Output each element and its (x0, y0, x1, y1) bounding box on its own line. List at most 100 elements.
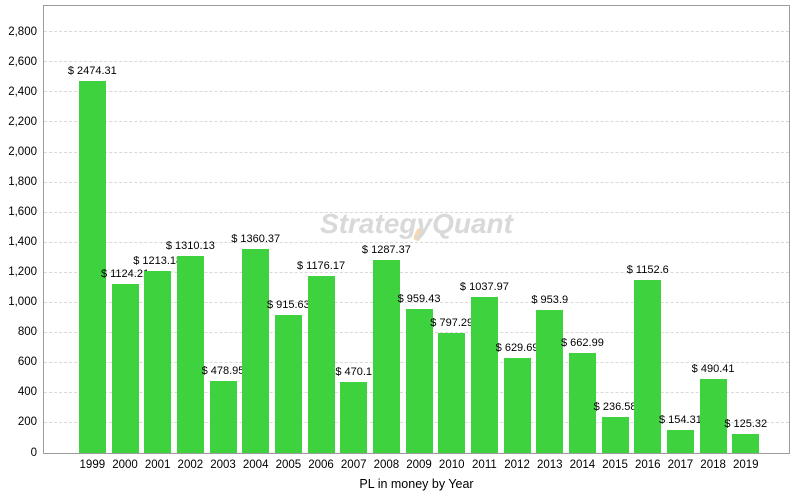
y-tick-label: 1,400 (8, 236, 37, 249)
x-tick-label: 2008 (373, 459, 400, 471)
bar-group-2005: $ 915.63 (267, 6, 310, 453)
y-tick-label: 2,800 (8, 25, 37, 38)
bar-value-label: $ 154.31 (659, 413, 702, 426)
x-tick-label: 2018 (700, 459, 726, 471)
y-tick-label: 800 (17, 326, 37, 339)
bar-value-label: $ 1360.37 (231, 232, 281, 245)
bar-group-2008: $ 1287.37 (362, 6, 411, 453)
bar-group-2019: $ 125.32 (724, 6, 767, 453)
gridline (44, 151, 789, 153)
bar-group-2001: $ 1213.18 (133, 6, 182, 453)
bar-2007[interactable] (340, 382, 368, 453)
gridline (44, 181, 789, 183)
x-tick-label: 2017 (667, 459, 694, 471)
bar-group-2017: $ 154.31 (659, 6, 702, 453)
y-tick-label: 200 (17, 416, 37, 429)
bar-group-2014: $ 662.99 (561, 6, 604, 453)
bar-value-label: $ 1152.6 (626, 263, 669, 276)
bar-value-label: $ 125.32 (724, 418, 768, 431)
bar-group-1999: $ 2474.31 (68, 6, 117, 453)
bar-2004[interactable] (242, 248, 270, 453)
bar-value-label: $ 1287.37 (361, 243, 411, 256)
x-tick-label: 2011 (472, 459, 497, 471)
bar-value-label: $ 959.43 (397, 292, 441, 305)
plot-area: $ 2474.31 $ 1124.21 $ 1213.18 $ 1310.13 $ 47… (43, 5, 790, 454)
x-tick-label: 2016 (634, 459, 661, 471)
y-tick-label: 2,600 (8, 55, 37, 68)
x-tick-label: 2004 (242, 459, 269, 471)
bar-group-2004: $ 1360.37 (231, 6, 280, 453)
gridline (44, 301, 789, 303)
bar-group-2013: $ 953.9 (531, 6, 568, 453)
bar-value-label: $ 236.58 (593, 401, 637, 414)
bar-value-label: $ 1310.13 (165, 240, 215, 253)
bar-group-2011: $ 1037.97 (460, 6, 509, 453)
bar-group-2003: $ 478.95 (202, 6, 244, 453)
x-tick-label: 2019 (732, 459, 759, 471)
bar-value-label: $ 1037.97 (459, 281, 509, 294)
y-tick-label: 400 (17, 386, 37, 399)
bar-2014[interactable] (568, 353, 596, 453)
gridline (44, 241, 789, 243)
bar-2013[interactable] (536, 309, 564, 453)
bar-2006[interactable] (307, 276, 335, 453)
bar-value-label: $ 470.1 (335, 366, 373, 379)
bar-2015[interactable] (601, 417, 629, 453)
y-tick-label: 0 (30, 446, 37, 459)
gridline (44, 91, 789, 93)
bar-2016[interactable] (634, 279, 662, 453)
y-tick-label: 1,000 (8, 296, 37, 309)
x-tick-label: 2012 (504, 459, 530, 471)
bar-group-2009: $ 959.43 (398, 6, 440, 453)
bar-group-2016: $ 1152.6 (627, 6, 669, 453)
bar-value-label: $ 629.69 (495, 342, 539, 355)
bar-2012[interactable] (503, 358, 531, 453)
bar-2010[interactable] (438, 333, 466, 453)
gridline (44, 271, 789, 273)
x-axis-labels: 1999 2000 2001 2002 2003 2004 2005 2006 2007 2008… (43, 459, 790, 472)
bar-group-2002: $ 1310.13 (166, 6, 215, 453)
bar-2019[interactable] (732, 434, 760, 453)
bar-value-label: $ 797.29 (430, 317, 474, 330)
gridline (44, 31, 789, 33)
y-tick-label: 1,800 (8, 176, 37, 189)
y-tick-label: 1,600 (8, 206, 37, 219)
gridline (44, 61, 789, 63)
bar-value-label: $ 1176.17 (296, 260, 346, 273)
bar-2001[interactable] (144, 270, 172, 453)
bar-value-label: $ 915.63 (266, 299, 310, 312)
bar-value-label: $ 1213.18 (133, 254, 183, 267)
x-tick-label: 2001 (144, 459, 171, 471)
bar-group-2018: $ 490.41 (692, 6, 735, 453)
x-tick-label: 2003 (210, 459, 236, 471)
bar-2002[interactable] (176, 256, 204, 453)
y-tick-label: 2,400 (8, 85, 37, 98)
bar-2003[interactable] (209, 381, 237, 453)
bar-group-2006: $ 1176.17 (297, 6, 345, 453)
bar-2000[interactable] (111, 284, 139, 453)
bar-value-label: $ 1124.21 (100, 268, 150, 281)
bar-group-2000: $ 1124.21 (101, 6, 149, 453)
y-tick-label: 2,000 (8, 145, 37, 158)
x-axis-title: PL in money by Year (359, 477, 474, 491)
x-tick-label: 2009 (406, 459, 432, 471)
x-tick-label: 2002 (177, 459, 204, 471)
bar-2008[interactable] (372, 259, 400, 453)
bar-2011[interactable] (470, 297, 498, 453)
bar-group-2012: $ 629.69 (496, 6, 538, 453)
x-tick-label: 2015 (602, 459, 628, 471)
bar-2018[interactable] (699, 379, 727, 453)
bar-group-2007: $ 470.1 (335, 6, 373, 453)
x-tick-label: 1999 (79, 459, 106, 471)
x-tick-label: 2005 (275, 459, 302, 471)
gridline (44, 211, 789, 213)
y-tick-label: 600 (17, 356, 37, 369)
y-tick-label: 2,200 (8, 115, 37, 128)
bar-1999[interactable] (78, 81, 106, 453)
bar-2017[interactable] (666, 429, 694, 453)
bar-2009[interactable] (405, 308, 433, 453)
bar-2005[interactable] (274, 315, 302, 453)
bar-group-2015: $ 236.58 (594, 6, 636, 453)
bar-value-label: $ 478.95 (201, 365, 245, 378)
